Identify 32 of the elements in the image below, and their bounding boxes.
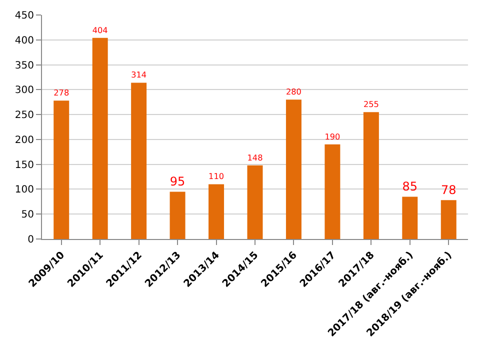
y-tick-label: 450 (14, 10, 34, 22)
y-tick-label: 50 (21, 210, 34, 221)
bar (286, 100, 302, 239)
data-label: 110 (208, 171, 224, 182)
y-tick-label: 400 (14, 35, 34, 46)
data-label: 255 (363, 99, 379, 110)
data-label: 78 (440, 183, 456, 198)
bar (247, 165, 263, 239)
y-tick-label: 350 (14, 60, 34, 72)
bar (363, 112, 379, 239)
data-label: 85 (402, 180, 418, 194)
data-label: 278 (54, 88, 70, 98)
bar (54, 100, 70, 239)
bar (170, 192, 186, 239)
bar (324, 144, 340, 239)
bar (131, 82, 147, 239)
y-tick-label: 250 (14, 110, 34, 122)
data-label: 314 (131, 70, 147, 80)
y-tick-label: 200 (14, 134, 34, 146)
y-tick-label: 0 (28, 234, 34, 246)
bar (402, 196, 418, 239)
data-label: 148 (247, 152, 263, 162)
y-tick-label: 300 (14, 85, 34, 96)
bar (440, 200, 456, 239)
bar (208, 184, 224, 239)
data-label: 95 (170, 174, 186, 189)
y-tick-label: 150 (14, 160, 34, 171)
data-label: 404 (92, 24, 108, 35)
bar (92, 38, 108, 239)
data-label: 280 (286, 86, 302, 97)
y-tick-label: 100 (14, 184, 34, 196)
data-label: 190 (324, 131, 340, 142)
